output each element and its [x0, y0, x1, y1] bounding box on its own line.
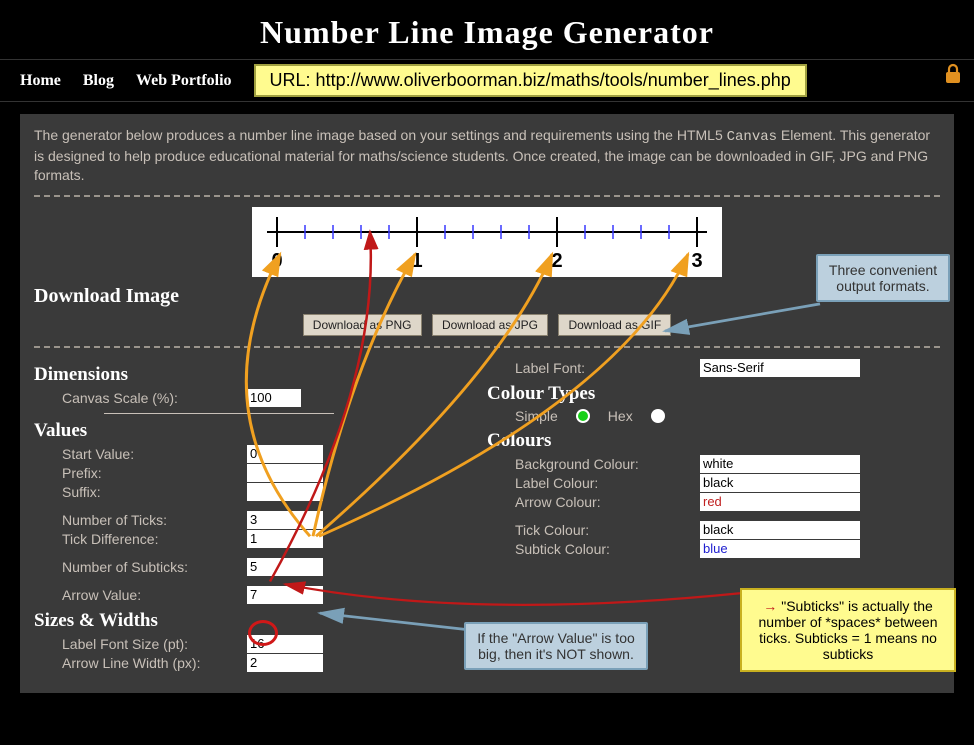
canvas-scale-label: Canvas Scale (%): [62, 390, 247, 406]
arrow-colour-input[interactable] [700, 493, 860, 511]
canvas-scale-input[interactable] [247, 389, 301, 407]
arrow-value-label: Arrow Value: [62, 587, 247, 603]
tick-colour-input[interactable] [700, 521, 860, 539]
download-png-button[interactable]: Download as PNG [303, 314, 422, 336]
num-subticks-label: Number of Subticks: [62, 559, 247, 575]
num-subticks-input[interactable] [247, 558, 323, 576]
subtick-colour-label: Subtick Colour: [515, 541, 700, 557]
download-heading: Download Image [34, 285, 940, 308]
prefix-label: Prefix: [62, 465, 247, 481]
num-ticks-input[interactable] [247, 511, 323, 529]
svg-text:1: 1 [411, 250, 422, 272]
svg-text:0: 0 [271, 250, 282, 272]
tick-colour-label: Tick Colour: [515, 522, 700, 538]
lock-icon[interactable] [944, 62, 962, 89]
svg-text:3: 3 [691, 250, 702, 272]
rule [104, 413, 334, 414]
page-title: Number Line Image Generator [0, 0, 974, 59]
start-value-input[interactable] [247, 445, 323, 463]
nav-blog[interactable]: Blog [83, 72, 114, 90]
suffix-label: Suffix: [62, 484, 247, 500]
label-font-label: Label Font: [515, 360, 700, 376]
num-ticks-label: Number of Ticks: [62, 512, 247, 528]
sizes-heading: Sizes & Widths [34, 610, 487, 632]
intro-text: The generator below produces a number li… [34, 126, 940, 185]
nav-portfolio[interactable]: Web Portfolio [136, 72, 232, 90]
download-gif-button[interactable]: Download as GIF [558, 314, 671, 336]
svg-text:2: 2 [551, 250, 562, 272]
label-colour-input[interactable] [700, 474, 860, 492]
subtick-colour-input[interactable] [700, 540, 860, 558]
tick-diff-input[interactable] [247, 530, 323, 548]
dimensions-heading: Dimensions [34, 364, 487, 386]
hex-label: Hex [608, 408, 633, 424]
arrow-value-callout: If the "Arrow Value" is too big, then it… [464, 622, 648, 670]
download-buttons: Download as PNG Download as JPG Download… [34, 314, 940, 336]
simple-label: Simple [515, 408, 558, 424]
intro-part-1: The generator below produces a number li… [34, 127, 727, 143]
arrow-value-input[interactable] [247, 586, 323, 604]
values-heading: Values [34, 420, 487, 442]
numberline-preview: 0 1 2 3 [252, 207, 722, 277]
divider [34, 195, 940, 197]
simple-radio[interactable] [576, 409, 590, 423]
prefix-input[interactable] [247, 464, 323, 482]
subticks-callout-text: "Subticks" is actually the number of *sp… [759, 598, 938, 662]
colour-types-heading: Colour Types [487, 383, 940, 405]
url-banner: URL: http://www.oliverboorman.biz/maths/… [254, 64, 807, 97]
bg-colour-label: Background Colour: [515, 456, 700, 472]
label-font-size-input[interactable] [247, 635, 323, 653]
label-colour-label: Label Colour: [515, 475, 700, 491]
tick-diff-label: Tick Difference: [62, 531, 247, 547]
label-font-input[interactable] [700, 359, 860, 377]
canvas-word: Canvas [727, 129, 777, 145]
subticks-callout: →"Subticks" is actually the number of *s… [740, 588, 956, 672]
colours-heading: Colours [487, 430, 940, 452]
nav-bar: Home Blog Web Portfolio URL: http://www.… [0, 59, 974, 102]
divider [34, 346, 940, 348]
arrow-colour-label: Arrow Colour: [515, 494, 700, 510]
hex-radio[interactable] [651, 409, 665, 423]
suffix-input[interactable] [247, 483, 323, 501]
nav-home[interactable]: Home [20, 72, 61, 90]
arrow-glyph-icon: → [763, 598, 777, 614]
arrow-line-width-input[interactable] [247, 654, 323, 672]
formats-callout: Three convenient output formats. [816, 254, 950, 302]
arrow-line-width-label: Arrow Line Width (px): [62, 655, 247, 671]
bg-colour-input[interactable] [700, 455, 860, 473]
download-jpg-button[interactable]: Download as JPG [432, 314, 548, 336]
start-value-label: Start Value: [62, 446, 247, 462]
label-font-size-label: Label Font Size (pt): [62, 636, 247, 652]
